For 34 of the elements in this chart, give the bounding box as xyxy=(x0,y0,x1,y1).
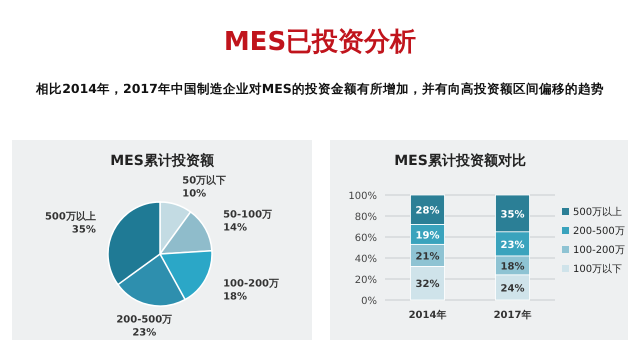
chart-title: MES累计投资额对比 xyxy=(394,152,526,169)
chart-title: MES累计投资额 xyxy=(110,152,215,169)
y-tick-label: 20% xyxy=(354,275,377,286)
data-label: 28% xyxy=(416,206,440,217)
legend-label: 200-500万 xyxy=(573,226,625,237)
legend-label: 100-200万 xyxy=(573,245,625,256)
slice-label: 50万以下 xyxy=(182,174,226,187)
y-tick-label: 0% xyxy=(361,296,377,307)
data-label: 23% xyxy=(500,240,524,251)
x-tick-label: 2017年 xyxy=(494,309,532,321)
slice-label: 500万以上 xyxy=(44,210,96,222)
x-tick-label: 2014年 xyxy=(408,309,446,321)
slice-label: 100-200万 xyxy=(223,278,279,290)
data-label: 23% xyxy=(132,327,156,338)
data-label: 14% xyxy=(223,222,248,234)
text: MES已投资分析 xyxy=(224,27,416,57)
y-tick-label: 80% xyxy=(354,212,377,223)
data-label: 18% xyxy=(500,261,524,272)
data-label: 19% xyxy=(416,230,440,242)
data-label: 21% xyxy=(416,251,440,262)
text: 相比2014年，2017年中国制造企业对MES的投资金额有所增加，并有向高投资额区间偏移的趋势 xyxy=(35,81,604,96)
legend-label: 100万以下 xyxy=(573,263,622,275)
slice-label: 200-500万 xyxy=(116,314,172,326)
data-label: 32% xyxy=(416,279,440,290)
y-tick-label: 60% xyxy=(354,233,377,244)
legend-label: 500万以上 xyxy=(573,206,622,218)
y-tick-label: 40% xyxy=(354,254,377,265)
data-label: 35% xyxy=(72,224,96,236)
data-label: 35% xyxy=(500,209,524,220)
data-label: 18% xyxy=(223,292,248,303)
y-tick-label: 100% xyxy=(348,191,377,202)
data-label: 24% xyxy=(500,283,524,294)
data-label: 10% xyxy=(182,188,206,200)
slice-label: 50-100万 xyxy=(223,209,272,220)
